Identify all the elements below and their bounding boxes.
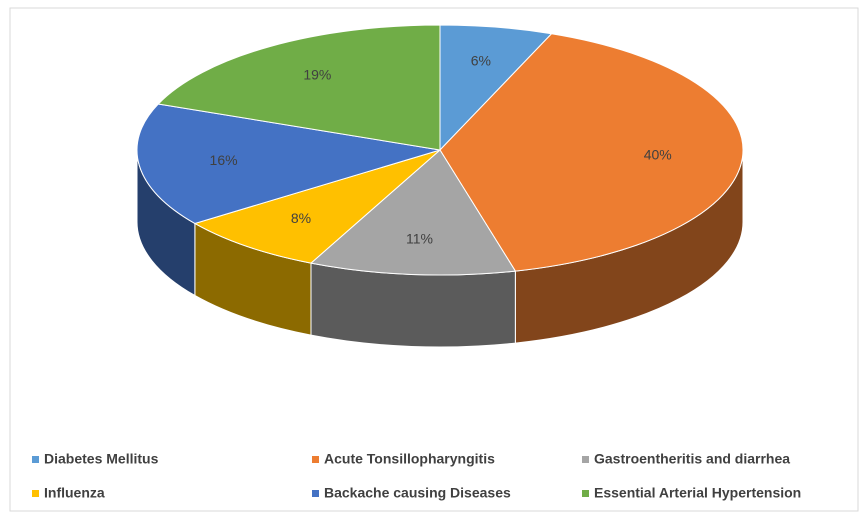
legend-swatch [32,490,39,497]
pie-slice [309,149,517,276]
pie-slice [136,103,441,225]
legend-label: Backache causing Diseases [324,485,511,501]
legend-label: Influenza [44,485,105,501]
data-label: 19% [303,66,331,82]
legend-swatch [582,456,589,463]
legend-label: Gastroentheritis and diarrhea [594,451,790,467]
pie-slice [157,24,441,151]
legend-label: Diabetes Mellitus [44,451,159,467]
data-label: 6% [471,52,491,68]
data-label: 11% [406,230,433,246]
data-label: 8% [291,210,311,226]
legend-swatch [312,456,319,463]
legend-swatch [582,490,589,497]
legend-swatch [32,456,39,463]
legend-label: Acute Tonsillopharyngitis [324,451,495,467]
pie-side [310,262,516,348]
pie-slice [193,149,441,264]
legend-swatch [312,490,319,497]
data-label: 40% [644,146,672,162]
data-label: 16% [210,152,238,168]
legend-label: Essential Arterial Hypertension [594,485,801,501]
pie-slice [439,33,744,272]
